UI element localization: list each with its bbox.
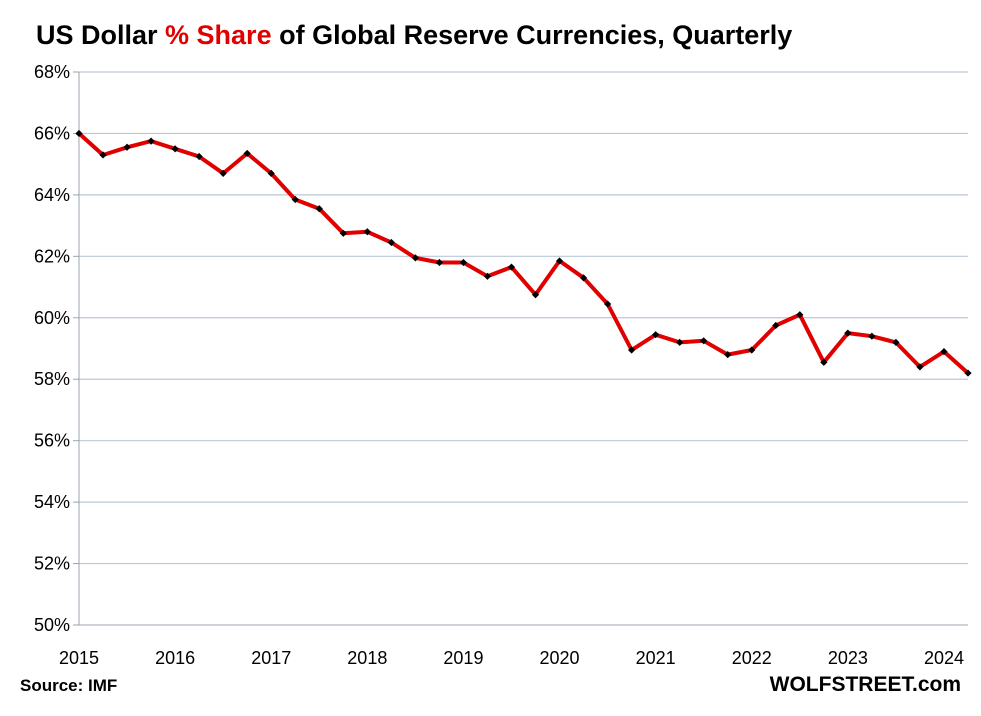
y-tick-label: 60% — [34, 308, 70, 328]
x-tick-label: 2023 — [828, 648, 868, 668]
data-point — [603, 300, 612, 308]
x-tick-label: 2015 — [59, 648, 99, 668]
data-point — [147, 137, 155, 145]
data-point — [796, 311, 804, 319]
y-tick-label: 58% — [34, 369, 70, 389]
data-point — [940, 347, 948, 356]
data-point — [531, 291, 540, 299]
x-tick-label: 2024 — [924, 648, 964, 668]
y-tick-label: 54% — [34, 492, 70, 512]
brand-label: WOLFSTREET.com — [770, 673, 961, 696]
x-tick-label: 2021 — [636, 648, 676, 668]
data-point — [339, 229, 347, 237]
data-point — [219, 169, 227, 177]
y-tick-label: 64% — [34, 185, 70, 205]
data-point — [387, 238, 395, 247]
x-tick-label: 2018 — [347, 648, 387, 668]
data-point — [435, 258, 444, 267]
data-point — [315, 205, 323, 213]
data-point — [411, 254, 419, 262]
data-point — [748, 346, 756, 354]
x-tick-label: 2019 — [443, 648, 483, 668]
data-point — [892, 338, 900, 346]
data-point — [628, 346, 636, 354]
data-point — [700, 337, 708, 345]
data-point — [916, 363, 924, 371]
marker-layer — [75, 129, 972, 377]
title-part-1: % Share — [165, 20, 272, 50]
data-point — [75, 129, 83, 138]
data-point — [195, 152, 203, 161]
data-point — [964, 369, 972, 377]
data-point — [291, 195, 299, 204]
title-part-2: of Global Reserve Currencies, Quarterly — [272, 20, 793, 50]
data-point — [243, 149, 251, 158]
series-line — [77, 131, 970, 376]
data-point — [507, 263, 516, 271]
data-point — [123, 143, 131, 151]
data-point — [868, 332, 876, 340]
data-point — [555, 257, 564, 265]
x-tick-label: 2022 — [732, 648, 772, 668]
y-tick-label: 56% — [34, 431, 70, 451]
data-point — [676, 338, 684, 346]
data-point — [483, 272, 492, 280]
data-point — [171, 145, 179, 153]
chart-title: US Dollar % Share of Global Reserve Curr… — [36, 20, 792, 50]
y-tick-label: 50% — [34, 615, 70, 635]
data-point — [820, 358, 828, 366]
y-tick-label: 52% — [34, 554, 70, 574]
data-point — [99, 151, 107, 159]
y-tick-label: 66% — [34, 123, 70, 143]
data-point — [772, 321, 780, 330]
x-tick-label: 2020 — [540, 648, 580, 668]
data-point — [724, 351, 732, 359]
y-tick-label: 62% — [34, 246, 70, 266]
data-point — [652, 331, 660, 339]
data-point — [844, 329, 852, 337]
x-axis-tick-labels: 2015 2016 2017 2018 2019 2020 2021 2022 2023 2024 — [59, 648, 964, 668]
gridlines — [79, 71, 968, 565]
data-point — [459, 258, 468, 267]
y-tick-label: 68% — [34, 62, 70, 82]
data-point — [579, 274, 588, 282]
data-point — [363, 228, 371, 236]
series-layer — [77, 131, 970, 376]
source-label: Source: IMF — [20, 676, 117, 695]
y-axis-tick-labels: 50% 52% 54% 56% 58% 60% 62% 64% 66% 68% — [34, 62, 70, 635]
axes — [73, 71, 968, 626]
title-part-0: US Dollar — [36, 20, 165, 50]
x-tick-label: 2016 — [155, 648, 195, 668]
x-tick-label: 2017 — [251, 648, 291, 668]
data-point — [267, 169, 275, 177]
